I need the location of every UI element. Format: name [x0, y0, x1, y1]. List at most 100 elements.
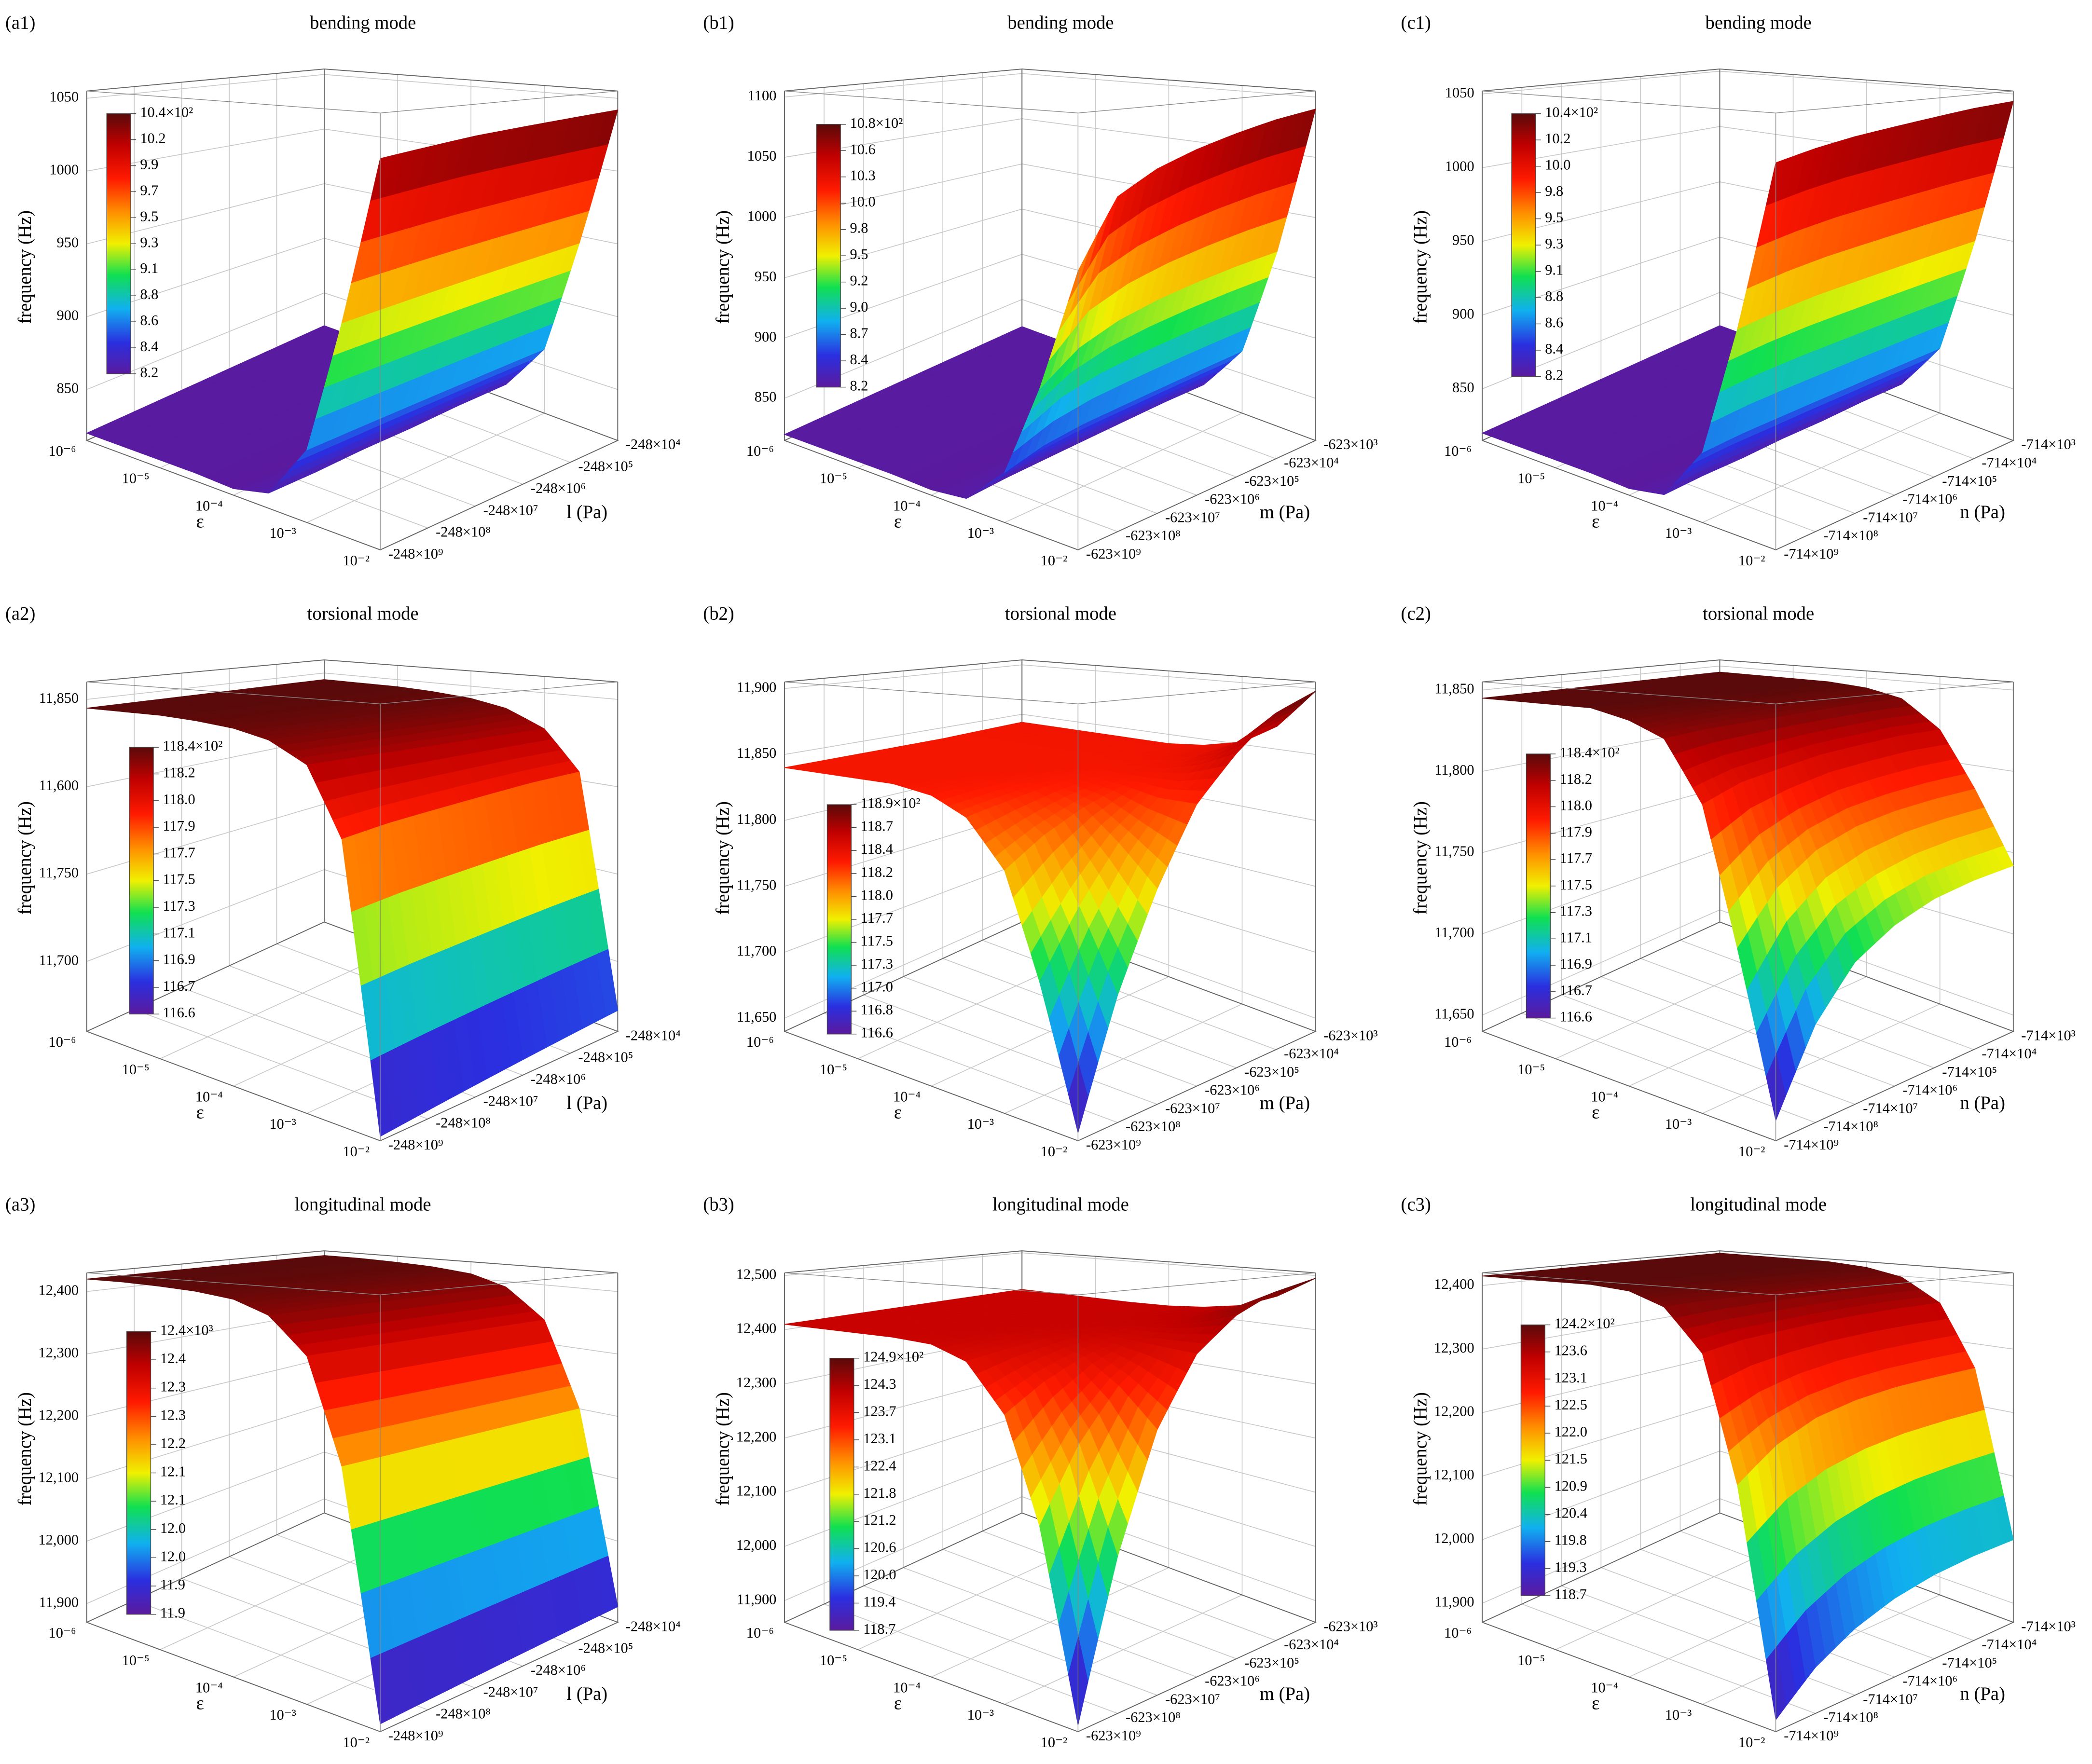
- colorbar-label: 10.2: [140, 130, 165, 147]
- z-tick-label: 12,400: [39, 1282, 79, 1299]
- colorbar-label: 117.7: [1560, 850, 1592, 866]
- colorbar-label: 116.6: [861, 1025, 893, 1041]
- colorbar-label: 117.9: [163, 818, 195, 834]
- colorbar: [106, 113, 131, 374]
- grid-line: [86, 74, 618, 99]
- y-tick-label: -248×10⁴: [626, 1618, 681, 1634]
- colorbar-label: 8.6: [140, 312, 158, 328]
- y-tick-label: -623×10⁵: [1244, 473, 1299, 489]
- x-tick-label: 10⁻⁵: [820, 1061, 847, 1078]
- z-axis-label: frequency (Hz): [1411, 801, 1431, 915]
- z-tick-label: 1050: [747, 148, 777, 164]
- colorbar-label: 9.5: [140, 208, 158, 224]
- y-tick-label: -623×10⁸: [1126, 527, 1181, 544]
- z-tick-label: 1050: [1445, 84, 1474, 101]
- x-tick-label: 10⁻⁶: [1444, 443, 1472, 459]
- y-tick-label: -248×10⁹: [388, 546, 443, 562]
- x-tick-label: 10⁻³: [1665, 525, 1692, 541]
- panel-label: (c2): [1401, 603, 1431, 624]
- z-tick-label: 1000: [747, 208, 777, 224]
- colorbar-label: 118.7: [861, 818, 893, 834]
- x-tick-label: 10⁻⁶: [49, 443, 76, 459]
- x-tick-label: 10⁻²: [343, 1734, 370, 1750]
- y-tick-label: -714×10⁵: [1942, 473, 1997, 489]
- y-tick-label: -623×10⁸: [1126, 1118, 1181, 1135]
- x-axis-label: ε: [196, 512, 204, 532]
- z-tick-label: 11,800: [1434, 762, 1474, 778]
- y-axis-label: l (Pa): [566, 502, 607, 522]
- colorbar-label: 118.2: [1560, 771, 1592, 787]
- z-tick-label: 11,850: [1434, 681, 1474, 697]
- x-tick-label: 10⁻⁴: [1591, 1088, 1618, 1105]
- z-tick-label: 12,100: [39, 1469, 79, 1486]
- y-axis-label: n (Pa): [1960, 1093, 2005, 1113]
- y-tick-label: -623×10⁷: [1165, 1100, 1220, 1116]
- colorbar-label: 116.9: [1560, 956, 1592, 972]
- y-tick-label: -248×10⁵: [578, 458, 633, 475]
- z-tick-label: 11,650: [737, 1009, 777, 1025]
- x-tick-label: 10⁻⁵: [122, 1652, 150, 1668]
- x-tick-label: 10⁻²: [343, 552, 370, 569]
- x-tick-label: 10⁻⁴: [893, 1088, 921, 1105]
- y-tick-label: -248×10⁷: [483, 1683, 538, 1700]
- colorbar-label: 8.8: [1545, 288, 1563, 304]
- colorbar-label: 117.3: [861, 956, 893, 972]
- z-tick-label: 12,000: [39, 1532, 79, 1548]
- colorbar-label: 116.6: [1560, 1009, 1592, 1025]
- y-tick-label: -714×10³: [2021, 1027, 2075, 1043]
- colorbar-label: 8.8: [140, 286, 158, 302]
- axis-box: [86, 90, 618, 113]
- z-tick-label: 950: [57, 234, 79, 251]
- colorbar-label: 10.0: [850, 193, 876, 210]
- surface-patch: [1295, 691, 1316, 706]
- y-tick-label: -623×10⁶: [1205, 1082, 1260, 1098]
- z-axis-label: frequency (Hz): [15, 801, 35, 915]
- axis-box: [784, 659, 1316, 683]
- colorbar-label: 117.3: [163, 898, 195, 914]
- y-axis-label: l (Pa): [566, 1093, 607, 1113]
- y-axis-label: m (Pa): [1260, 1093, 1310, 1113]
- colorbar-label: 118.4×10²: [163, 738, 222, 754]
- x-tick-label: 10⁻³: [269, 1707, 296, 1723]
- panel-label: (c1): [1401, 13, 1431, 33]
- z-tick-label: 11,900: [737, 679, 777, 695]
- colorbar-label: 9.7: [140, 182, 158, 198]
- x-axis-label: ε: [1592, 1103, 1599, 1123]
- chart-title: bending mode: [1007, 13, 1114, 33]
- z-tick-label: 1000: [1445, 158, 1474, 175]
- y-tick-label: -248×10⁸: [436, 524, 491, 540]
- colorbar-label: 9.3: [140, 234, 158, 250]
- y-tick-label: -623×10⁴: [1284, 1045, 1339, 1062]
- colorbar-label: 10.6: [850, 141, 876, 157]
- colorbar: [1511, 113, 1536, 377]
- y-tick-label: -714×10⁷: [1863, 509, 1918, 525]
- colorbar-label: 9.9: [140, 156, 158, 173]
- z-tick-label: 11,750: [1434, 843, 1474, 860]
- axis-box: [784, 90, 1316, 113]
- colorbar-label: 9.8: [850, 220, 868, 236]
- x-tick-label: 10⁻⁵: [1517, 1061, 1545, 1078]
- z-tick-label: 1050: [49, 89, 79, 105]
- y-tick-label: -248×10⁶: [531, 480, 586, 496]
- x-axis-label: ε: [196, 1694, 204, 1714]
- colorbar-label: 116.7: [163, 978, 195, 994]
- x-tick-label: 10⁻⁵: [122, 1061, 150, 1078]
- x-tick-label: 10⁻⁴: [195, 497, 223, 514]
- y-tick-label: -714×10⁶: [1902, 491, 1957, 507]
- colorbar-label: 117.1: [163, 924, 195, 941]
- x-tick-label: 10⁻⁶: [1444, 1034, 1472, 1050]
- chart-title: bending mode: [1705, 13, 1811, 33]
- colorbar-label: 9.1: [1545, 262, 1563, 278]
- x-axis-label: ε: [894, 1103, 902, 1123]
- panel-label: (b1): [703, 13, 734, 33]
- z-tick-label: 11,700: [737, 943, 777, 959]
- colorbar-label: 117.5: [163, 871, 195, 888]
- colorbar-label: 9.5: [1545, 209, 1563, 226]
- panel-label: (b2): [703, 603, 734, 624]
- colorbar-label: 117.7: [163, 844, 195, 861]
